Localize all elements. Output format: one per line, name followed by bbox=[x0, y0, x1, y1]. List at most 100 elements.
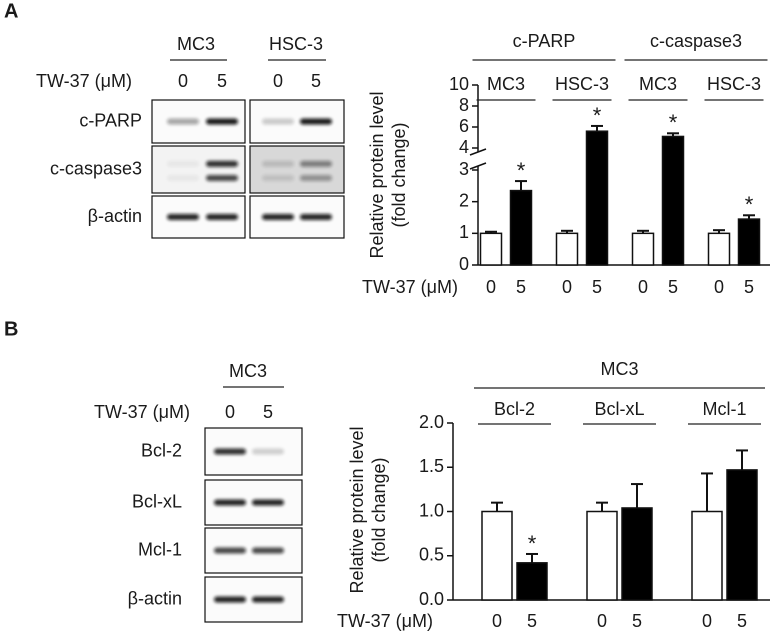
lane-label: 5 bbox=[311, 71, 321, 91]
y-tick-label: 3 bbox=[459, 159, 469, 179]
lane-label: 0 bbox=[178, 71, 188, 91]
group-label: MC3 bbox=[639, 74, 677, 94]
x-tick-label: 5 bbox=[527, 611, 537, 631]
x-tick-label: 0 bbox=[714, 277, 724, 297]
supergroup-label: c-PARP bbox=[513, 31, 576, 51]
blot-band bbox=[252, 596, 284, 603]
significance-mark: * bbox=[669, 110, 678, 135]
x-tick-label: 0 bbox=[597, 611, 607, 631]
blot-row-label: β-actin bbox=[128, 588, 182, 608]
group-label: Mcl-1 bbox=[703, 399, 747, 419]
bar bbox=[509, 189, 533, 266]
axis-break bbox=[469, 148, 487, 170]
blot-band bbox=[214, 499, 246, 506]
panel-letter: B bbox=[4, 318, 18, 340]
y-tick-label: 1.5 bbox=[419, 456, 444, 476]
blot-band bbox=[300, 118, 332, 125]
y-tick-label: 1.0 bbox=[419, 500, 444, 520]
blot-band bbox=[262, 118, 294, 125]
lane-label: 5 bbox=[217, 71, 227, 91]
lane-label: 5 bbox=[263, 402, 273, 422]
y-tick-label: 6 bbox=[459, 116, 469, 136]
x-tick-label: 5 bbox=[744, 277, 754, 297]
bar bbox=[586, 510, 618, 601]
bar bbox=[661, 135, 685, 266]
bar bbox=[481, 510, 513, 601]
y-axis-label: (fold change) bbox=[369, 457, 389, 562]
x-tick-label: 0 bbox=[492, 611, 502, 631]
bar bbox=[726, 469, 758, 601]
blot-band bbox=[252, 499, 284, 506]
x-tick-label: 0 bbox=[562, 277, 572, 297]
y-tick-label: 1 bbox=[459, 222, 469, 242]
group-label: Bcl-2 bbox=[494, 399, 535, 419]
y-tick-label: 8 bbox=[459, 95, 469, 115]
y-tick-label: 4 bbox=[459, 137, 469, 157]
blot-box bbox=[151, 145, 246, 194]
blot-row-label: Bcl-xL bbox=[132, 491, 182, 511]
bar bbox=[691, 510, 723, 601]
lane-label: 0 bbox=[225, 402, 235, 422]
blot-band bbox=[167, 214, 199, 220]
x-tick-label: 5 bbox=[592, 277, 602, 297]
blot-row-label: c-PARP bbox=[79, 110, 142, 130]
significance-mark: * bbox=[593, 103, 602, 128]
blot-band bbox=[167, 118, 199, 125]
blot-row-label: Mcl-1 bbox=[138, 539, 182, 559]
y-tick-label: 2 bbox=[459, 190, 469, 210]
blot-row-label: β-actin bbox=[88, 206, 142, 226]
group-label: HSC-3 bbox=[707, 74, 761, 94]
blot-band bbox=[214, 547, 246, 554]
y-axis-label: Relative protein level bbox=[347, 426, 367, 593]
blot-band bbox=[300, 174, 332, 181]
blot-band bbox=[167, 160, 199, 167]
y-tick-label: 0.5 bbox=[419, 545, 444, 565]
bar bbox=[631, 232, 655, 266]
significance-mark: * bbox=[517, 158, 526, 183]
x-axis-label: TW-37 (μM) bbox=[362, 277, 458, 297]
x-tick-label: 0 bbox=[486, 277, 496, 297]
group-label: Bcl-xL bbox=[594, 399, 644, 419]
blot-band bbox=[262, 214, 294, 220]
y-axis-label: Relative protein level bbox=[367, 91, 387, 258]
blot-band bbox=[300, 214, 332, 220]
blot-band bbox=[206, 118, 238, 125]
blot-band bbox=[262, 174, 294, 181]
group-label: MC3 bbox=[487, 74, 525, 94]
treatment-label: TW-37 (μM) bbox=[36, 71, 132, 91]
treatment-label: TW-37 (μM) bbox=[94, 402, 190, 422]
blot-band bbox=[214, 448, 246, 455]
x-tick-label: 5 bbox=[737, 611, 747, 631]
blot-row-label: c-caspase3 bbox=[50, 158, 142, 178]
supergroup-label: c-caspase3 bbox=[650, 31, 742, 51]
y-tick-label: 0.0 bbox=[419, 589, 444, 609]
group-label: HSC-3 bbox=[555, 74, 609, 94]
blot-column-label: MC3 bbox=[229, 361, 267, 381]
y-axis-label: (fold change) bbox=[389, 122, 409, 227]
blot-band bbox=[252, 547, 284, 554]
bar bbox=[585, 130, 609, 266]
y-tick-label: 10 bbox=[449, 74, 469, 94]
blot-band bbox=[167, 174, 199, 181]
bar bbox=[479, 232, 503, 266]
blot-band bbox=[214, 596, 246, 603]
x-tick-label: 5 bbox=[668, 277, 678, 297]
supergroup-label: MC3 bbox=[600, 359, 638, 379]
blot-band bbox=[262, 160, 294, 167]
blot-column-label: MC3 bbox=[177, 34, 215, 54]
lane-label: 0 bbox=[273, 71, 283, 91]
bar bbox=[516, 562, 548, 601]
significance-mark: * bbox=[745, 192, 754, 217]
x-tick-label: 5 bbox=[516, 277, 526, 297]
y-tick-label: 0 bbox=[459, 254, 469, 274]
blot-band bbox=[300, 160, 332, 167]
significance-mark: * bbox=[528, 531, 537, 556]
x-axis-label: TW-37 (μM) bbox=[337, 611, 433, 631]
x-tick-label: 0 bbox=[702, 611, 712, 631]
blot-row-label: Bcl-2 bbox=[141, 440, 182, 460]
bar bbox=[621, 507, 653, 601]
blot-band bbox=[206, 174, 238, 181]
blot-band bbox=[252, 448, 284, 455]
blot-column-label: HSC-3 bbox=[269, 34, 323, 54]
